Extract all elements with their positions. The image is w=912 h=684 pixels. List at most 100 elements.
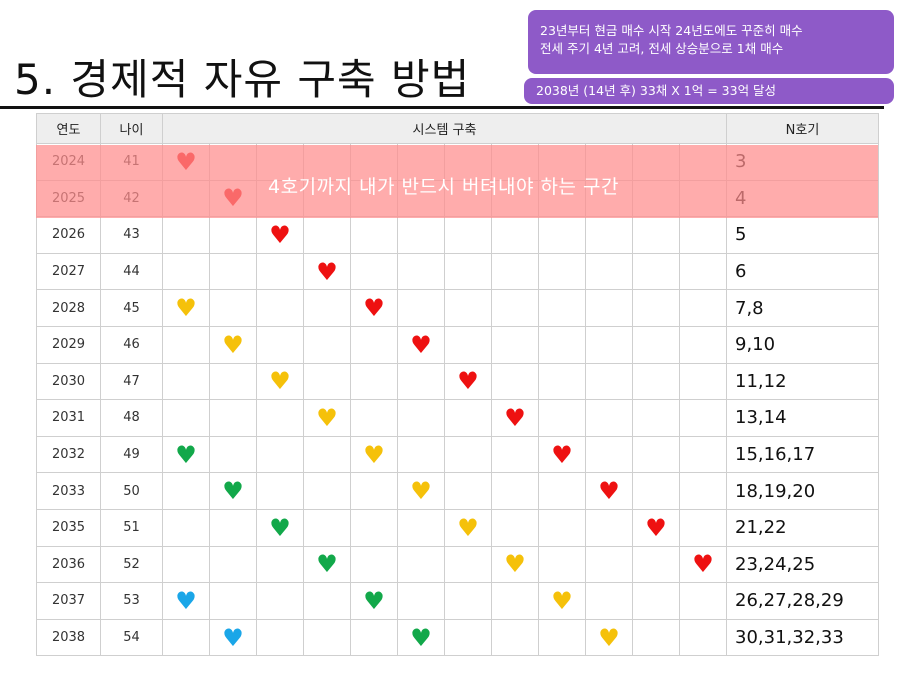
system-cell [256, 472, 304, 510]
system-cell: ♥ [209, 325, 257, 364]
system-cell [303, 472, 351, 510]
system-cell [679, 252, 727, 291]
system-cell [679, 582, 727, 620]
count-cell: 7,8 [726, 289, 879, 327]
system-cell [585, 325, 633, 364]
table-row: 2033 50 ♥ ♥ ♥ 18,19,20 [36, 472, 879, 510]
table-row: 2036 52 ♥ ♥ ♥ 23,24,25 [36, 545, 879, 584]
count-cell: 18,19,20 [726, 472, 879, 510]
year-cell: 2032 [36, 435, 101, 474]
table-row: 2032 49 ♥ ♥ ♥ 15,16,17 [36, 435, 879, 474]
system-cell [585, 545, 633, 584]
system-cell [397, 399, 445, 437]
system-cell [679, 618, 727, 657]
system-cell: ♥ [397, 472, 445, 510]
system-cell: ♥ [679, 545, 727, 584]
system-cell [162, 399, 210, 437]
table-header-row: 연도 나이 시스템 구축 N호기 [36, 113, 879, 144]
green-heart-icon: ♥ [222, 477, 244, 506]
system-cell [632, 472, 680, 510]
system-cell [632, 325, 680, 364]
system-cell: ♥ [350, 435, 398, 474]
survival-period-highlight [36, 145, 878, 218]
yellow-heart-icon: ♥ [269, 367, 291, 396]
system-cell [397, 252, 445, 291]
system-cell: ♥ [585, 472, 633, 510]
system-cell: ♥ [256, 216, 304, 254]
age-cell: 43 [100, 216, 163, 254]
header-system: 시스템 구축 [162, 113, 727, 144]
green-heart-icon: ♥ [175, 440, 197, 469]
system-cell [538, 472, 586, 510]
system-cell [397, 216, 445, 254]
age-cell: 44 [100, 252, 163, 291]
system-cell: ♥ [491, 399, 539, 437]
age-cell: 51 [100, 508, 163, 547]
system-cell [444, 545, 492, 584]
note-line-3: 2038년 (14년 후) 33채 X 1억 = 33억 달성 [536, 83, 777, 98]
system-cell [162, 618, 210, 657]
system-cell [162, 325, 210, 364]
yellow-heart-icon: ♥ [316, 403, 338, 432]
system-cell [444, 435, 492, 474]
system-cell: ♥ [491, 545, 539, 584]
year-cell: 2035 [36, 508, 101, 547]
system-cell: ♥ [256, 508, 304, 547]
system-cell: ♥ [632, 508, 680, 547]
red-heart-icon: ♥ [457, 367, 479, 396]
system-cell: ♥ [209, 618, 257, 657]
system-cell [256, 252, 304, 291]
system-cell [397, 435, 445, 474]
yellow-heart-icon: ♥ [457, 513, 479, 542]
system-cell [162, 362, 210, 401]
system-cell [209, 216, 257, 254]
system-cell: ♥ [350, 289, 398, 327]
system-cell: ♥ [303, 545, 351, 584]
system-cell [303, 435, 351, 474]
green-heart-icon: ♥ [410, 623, 432, 652]
system-cell: ♥ [585, 618, 633, 657]
age-cell: 54 [100, 618, 163, 657]
system-cell [162, 216, 210, 254]
system-cell [397, 508, 445, 547]
yellow-heart-icon: ♥ [598, 623, 620, 652]
age-cell: 46 [100, 325, 163, 364]
system-cell [538, 508, 586, 547]
system-cell [632, 618, 680, 657]
age-cell: 47 [100, 362, 163, 401]
system-cell [209, 435, 257, 474]
red-heart-icon: ♥ [551, 440, 573, 469]
system-cell [632, 252, 680, 291]
system-cell [350, 472, 398, 510]
system-cell [585, 399, 633, 437]
system-cell [491, 435, 539, 474]
system-cell [444, 582, 492, 620]
system-cell [209, 545, 257, 584]
system-cell [632, 545, 680, 584]
table-row: 2037 53 ♥ ♥ ♥ 26,27,28,29 [36, 582, 879, 620]
system-cell [162, 545, 210, 584]
table-row: 2029 46 ♥ ♥ 9,10 [36, 325, 879, 364]
red-heart-icon: ♥ [645, 513, 667, 542]
system-cell [444, 472, 492, 510]
yellow-heart-icon: ♥ [363, 440, 385, 469]
system-cell [679, 435, 727, 474]
system-cell [444, 216, 492, 254]
red-heart-icon: ♥ [598, 477, 620, 506]
system-cell [303, 289, 351, 327]
note-box-strategy: 23년부터 현금 매수 시작 24년도에도 꾸준히 매수 전세 주기 4년 고려… [528, 10, 894, 74]
system-cell [350, 362, 398, 401]
system-cell [209, 399, 257, 437]
system-cell [585, 582, 633, 620]
table-row: 2030 47 ♥ ♥ 11,12 [36, 362, 879, 401]
system-cell [350, 508, 398, 547]
system-cell [538, 399, 586, 437]
system-cell [397, 582, 445, 620]
count-cell: 15,16,17 [726, 435, 879, 474]
system-cell [538, 325, 586, 364]
year-cell: 2027 [36, 252, 101, 291]
system-cell [256, 582, 304, 620]
green-heart-icon: ♥ [316, 550, 338, 579]
table-row: 2028 45 ♥ ♥ 7,8 [36, 289, 879, 327]
system-cell [585, 508, 633, 547]
